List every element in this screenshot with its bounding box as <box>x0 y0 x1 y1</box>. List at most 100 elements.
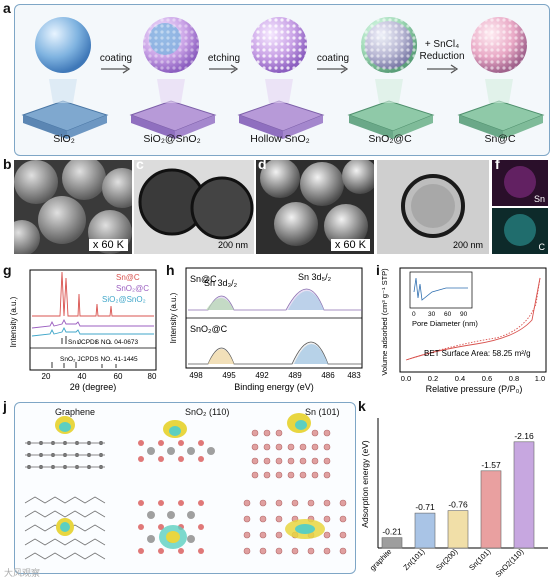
xps-peak-3d32: Sn 3d₃/₂ <box>204 278 238 288</box>
bar-sno2-110- <box>513 441 535 549</box>
eds-map-sn: Sn <box>492 160 548 206</box>
xps-chart: Sn@C SnO₂@C Sn 3d₃/₂ Sn 3d₅/₂ Intensity … <box>169 267 363 392</box>
xps-xtick-486: 486 <box>321 371 335 380</box>
panel-label-j: j <box>3 398 7 414</box>
panel-label-k: k <box>358 398 366 414</box>
label-sn-101: Sn (101) <box>305 407 340 417</box>
xps-xtick-492: 492 <box>255 371 269 380</box>
stage-label-sn-c: Sn@C <box>484 133 516 145</box>
magnification-b: x 60 K <box>88 239 128 251</box>
graphene-top-view <box>24 496 106 560</box>
xrd-xtick-20: 20 <box>42 372 51 381</box>
scale-bar-e: 200 nm <box>452 240 483 250</box>
bet-chart: 0 30 60 90 Pore Diameter (nm) BET Surfac… <box>380 267 547 394</box>
watermark: 大风观察 <box>4 568 41 578</box>
sem-image-b: x 60 K <box>14 160 132 254</box>
synthesis-scheme <box>21 17 545 139</box>
magnification-d: x 60 K <box>330 239 370 251</box>
panel-label-h: h <box>166 262 175 278</box>
tem-image-e: 200 nm <box>377 160 489 254</box>
xrd-legend-sio2-sno2: SiO₂@SnO₂ <box>102 295 146 304</box>
step-label-coating-1: coating <box>99 53 133 64</box>
sno2-top-view <box>138 500 204 554</box>
xrd-legend-sno2-c: SnO₂@C <box>116 284 149 293</box>
stage-label-sio2: SiO₂ <box>53 133 75 145</box>
bet-inset-xtick-30: 30 <box>428 311 436 318</box>
xrd-ref-sn: Sn JCPDS NO. 04-0673 <box>68 339 138 346</box>
eds-map-c: C <box>492 208 548 254</box>
bar-sn-200- <box>447 510 469 549</box>
xps-xtick-495: 495 <box>222 371 236 380</box>
bar-graphite <box>381 537 403 549</box>
sem-image-d: x 60 K <box>256 160 374 254</box>
sn-top-view <box>243 499 347 555</box>
bet-xtick-1.0: 1.0 <box>535 374 545 383</box>
dft-structures-panel: Graphene SnO₂ (110) Sn (101) <box>14 402 356 574</box>
bar-value-label: -0.21 <box>382 527 402 537</box>
graphene-side-view <box>25 416 105 469</box>
bet-xtick-0.8: 0.8 <box>509 374 519 383</box>
synthesis-scheme-panel: SiO₂ SiO₂@SnO₂ Hollow SnO₂ SnO₂@C Sn@C c… <box>14 4 550 156</box>
stage-sio2 <box>21 17 109 139</box>
eds-label-sn: Sn <box>533 194 545 204</box>
category-label: Zn(101) <box>401 547 426 572</box>
bet-inset-xtick-0: 0 <box>412 311 416 318</box>
xrd-ylabel: Intensity (a.u.) <box>9 296 18 347</box>
xps-xtick-489: 489 <box>288 371 302 380</box>
xrd-chart: Intensity (a.u.) 20 40 60 80 2θ (degree)… <box>9 269 157 392</box>
bar-value-label: -1.57 <box>481 460 501 470</box>
sn-side-view <box>251 429 331 479</box>
xps-ylabel: Intensity (a.u.) <box>169 292 178 343</box>
adsorption-energy-chart: Adsorption energy (eV) -0.21 graphite -0.7… <box>360 418 548 578</box>
bet-inset-xlabel: Pore Diameter (nm) <box>412 319 478 328</box>
stage-label-hollow-sno2: Hollow SnO₂ <box>250 133 310 145</box>
chart-ylabel: Adsorption energy (eV) <box>360 440 370 528</box>
panel-label-c: c <box>136 156 144 172</box>
category-label: Sn(101) <box>467 547 493 573</box>
bet-xtick-0: 0.0 <box>401 374 411 383</box>
xps-peak-3d52: Sn 3d₅/₂ <box>298 272 332 282</box>
stage-label-sio2-sno2: SiO₂@SnO₂ <box>143 133 201 145</box>
panel-label-g: g <box>3 262 12 278</box>
panel-label-d: d <box>258 156 267 172</box>
bet-xtick-0.4: 0.4 <box>455 374 465 383</box>
stage-sno2-c <box>347 17 435 139</box>
xps-xtick-483: 483 <box>347 371 361 380</box>
panel-label-f: f <box>495 156 500 172</box>
xps-xtick-498: 498 <box>189 371 203 380</box>
xrd-xtick-60: 60 <box>114 372 123 381</box>
panel-label-i: i <box>376 262 380 278</box>
bar-value-label: -0.71 <box>415 502 435 512</box>
stage-sn-c <box>457 17 545 139</box>
bet-inset-xtick-90: 90 <box>460 311 468 318</box>
bet-ylabel: Volume adsorbed (cm³ g⁻¹ STP) <box>380 268 389 376</box>
label-sno2-110: SnO₂ (110) <box>185 407 230 417</box>
xrd-ref-sno2: SnO₂ JCPDS NO. 41-1445 <box>60 356 138 363</box>
label-graphene: Graphene <box>55 407 96 417</box>
tem-image-c: 200 nm <box>134 160 254 254</box>
bar-value-label: -2.16 <box>514 431 534 441</box>
stage-label-sno2-c: SnO₂@C <box>368 133 412 145</box>
sno2-side-view <box>138 420 215 462</box>
step-label-etching: etching <box>207 53 241 64</box>
xrd-xlabel: 2θ (degree) <box>70 382 117 392</box>
xrd-xtick-40: 40 <box>78 372 87 381</box>
step-label-coating-2: coating <box>316 53 350 64</box>
bet-surface-area: BET Surface Area: 58.25 m²/g <box>424 349 531 358</box>
xps-xlabel: Binding energy (eV) <box>234 382 314 392</box>
bar-value-label: -0.76 <box>448 500 468 510</box>
bet-xlabel: Relative pressure (P/P₀) <box>426 384 523 394</box>
panel-label-a: a <box>3 0 11 16</box>
step-label-reduction: + SnCl₄ Reduction <box>419 39 465 62</box>
category-label: Sn(200) <box>434 547 460 573</box>
category-label: SnO2(110) <box>493 547 525 578</box>
scale-bar-c: 200 nm <box>217 240 248 250</box>
xrd-legend-sn-c: Sn@C <box>116 273 140 282</box>
panel-label-b: b <box>3 156 12 172</box>
xps-label-sno2-c: SnO₂@C <box>190 324 228 334</box>
xrd-xtick-80: 80 <box>148 372 157 381</box>
xps-label-sn-c: Sn@C <box>190 274 217 284</box>
bet-xtick-0.6: 0.6 <box>482 374 492 383</box>
stage-hollow-sno2 <box>237 17 325 139</box>
bet-xtick-0.2: 0.2 <box>428 374 438 383</box>
